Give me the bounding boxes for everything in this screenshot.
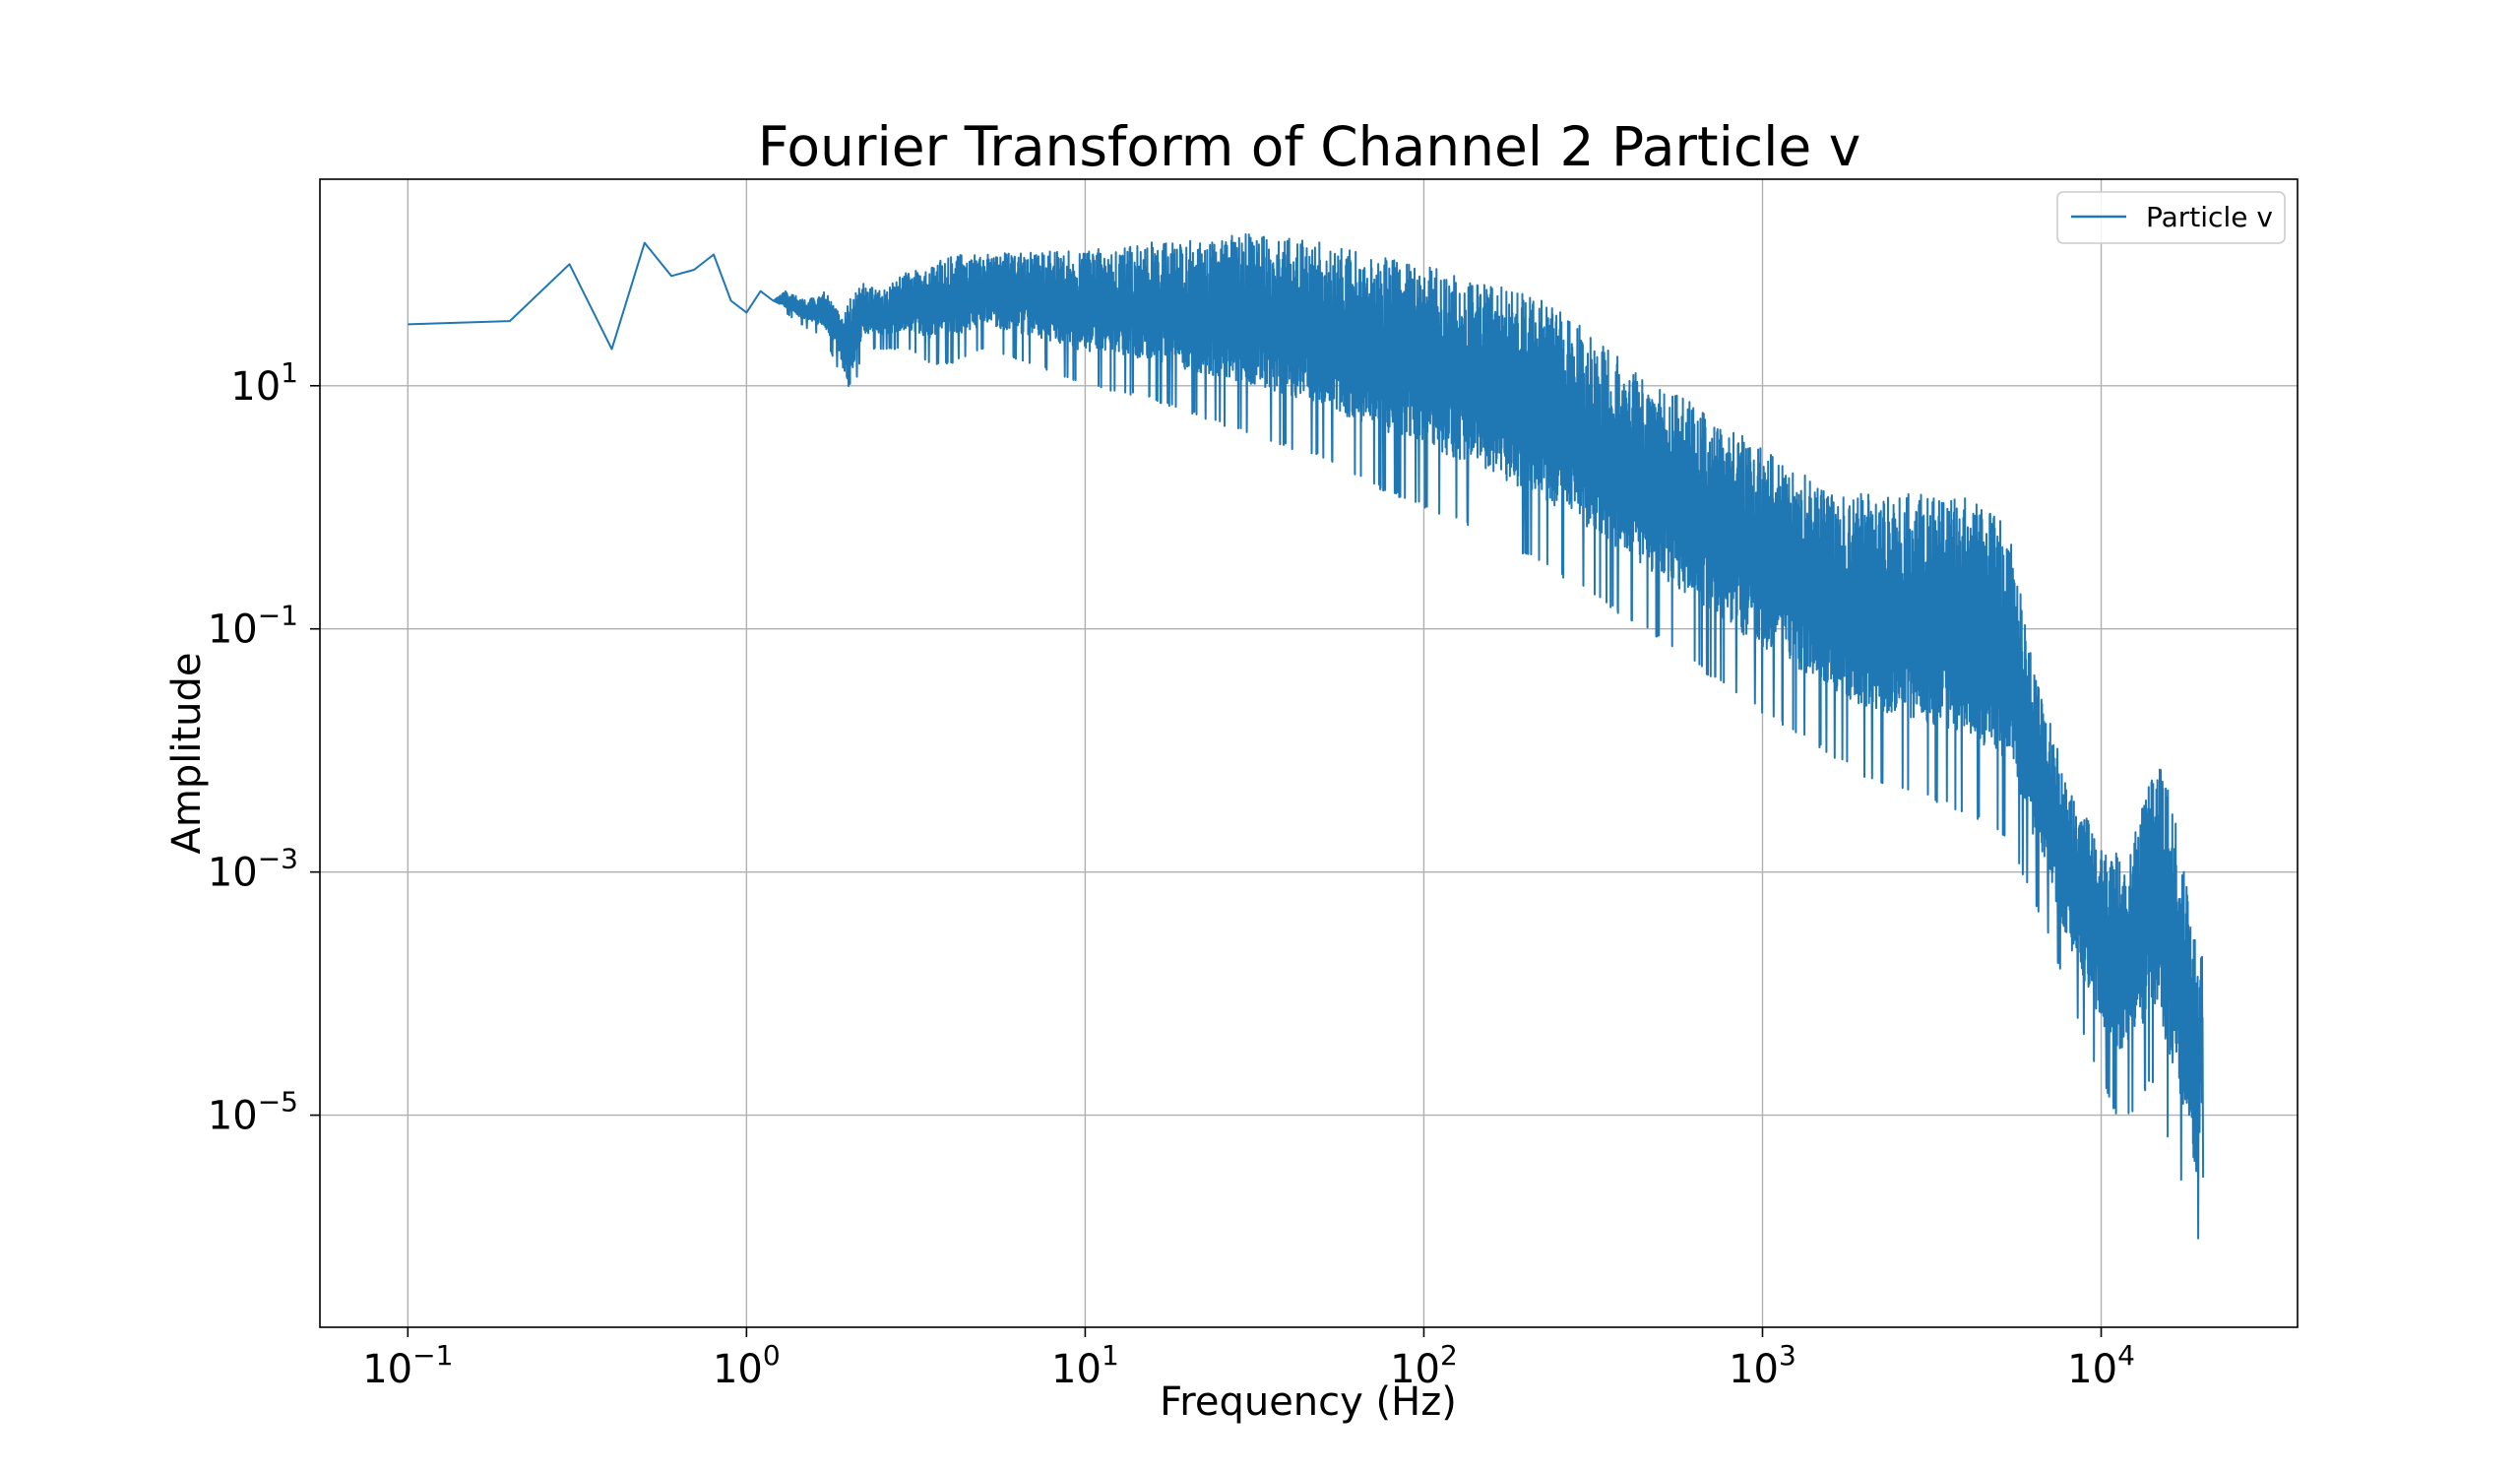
- series-line-particle-v: [408, 232, 2205, 1240]
- grid-lines: [320, 179, 2298, 1327]
- y-tick-label: 10−5: [208, 1086, 298, 1139]
- x-axis-label: Frequency (Hz): [1160, 1379, 1457, 1425]
- x-tick-label: 104: [2067, 1339, 2135, 1392]
- legend-box: [2056, 191, 2286, 244]
- x-tick-label: 10−1: [362, 1339, 453, 1392]
- y-tick-label: 10−3: [208, 843, 298, 896]
- axes-frame: [319, 178, 2299, 1328]
- x-tick-label: 101: [1051, 1339, 1119, 1392]
- legend: Particle v: [2056, 191, 2286, 244]
- y-axis-label: Amplitude: [164, 653, 210, 855]
- chart-title: Fourier Transform of Channel 2 Particle …: [758, 115, 1861, 178]
- plot-area: [408, 232, 2205, 1240]
- legend-label: Particle v: [2146, 201, 2273, 233]
